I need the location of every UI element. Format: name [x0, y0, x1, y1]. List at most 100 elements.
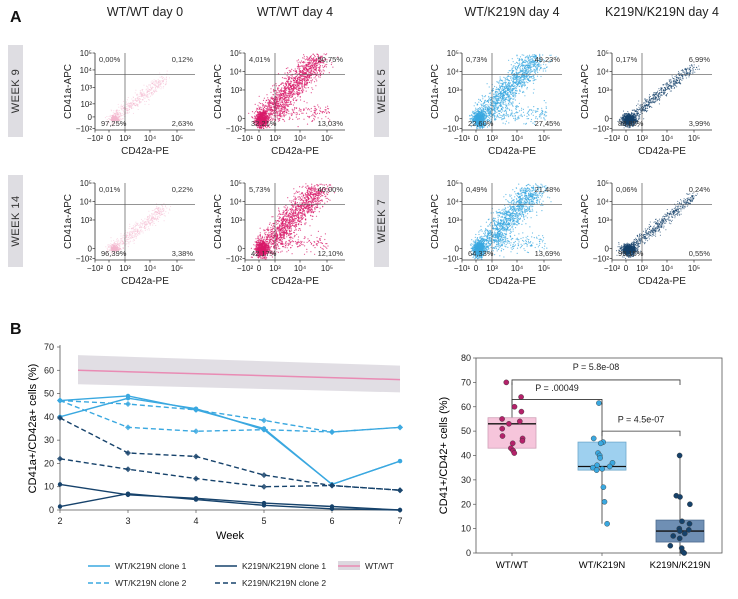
data-point: [676, 535, 683, 542]
y-tick-label: 10: [44, 482, 54, 492]
x-tick-label: −10²: [604, 264, 621, 273]
p-value-label: P = 5.8e-08: [573, 362, 620, 372]
legend-label: K219N/K219N clone 1: [242, 561, 326, 571]
y-tick-label: 80: [461, 353, 471, 363]
dot-plot-r0c2: 0,73% 49,23%22,60% 27,45%−10¹ 0 10³ 10⁴ 10⁵10⁵…: [430, 49, 562, 157]
y-axis-title: CD41a-APC: [213, 64, 224, 119]
significance-bracket: [511, 399, 603, 405]
series-marker: [57, 455, 63, 462]
series-marker: [329, 428, 335, 435]
week-label: WEEK 9: [10, 69, 22, 114]
series-marker: [57, 482, 63, 487]
y-tick-label: −10²: [226, 124, 243, 133]
y-tick-label: 10⁵: [230, 49, 242, 58]
series-line: [59, 395, 401, 486]
data-point: [681, 550, 688, 556]
series-marker: [125, 466, 131, 473]
y-tick-label: 10⁵: [80, 49, 92, 58]
quadrant-lower-right: 0,55%: [689, 249, 711, 258]
y-tick-label: 60: [44, 365, 54, 375]
quadrant-lower-right: 12,10%: [318, 249, 344, 258]
data-point: [590, 435, 597, 442]
series-marker: [193, 406, 199, 413]
y-tick-label: 0: [238, 114, 243, 123]
x-tick-label: 0: [474, 264, 479, 273]
x-tick-label: 7: [397, 516, 402, 526]
x-axis-title: CD42a-PE: [121, 276, 169, 287]
y-tick-label: 10³: [230, 216, 242, 225]
x-tick-label: K219N/K219N: [650, 560, 711, 571]
quadrant-lower-right: 3,99%: [689, 119, 711, 128]
x-tick-label: 10³: [636, 264, 648, 273]
x-axis-title: CD42a-PE: [121, 146, 169, 157]
y-tick-label: 10⁵: [597, 49, 609, 58]
series-marker: [261, 483, 267, 490]
series-marker: [193, 475, 199, 482]
quadrant-upper-left: 5,73%: [249, 185, 271, 194]
x-tick-label: 10⁴: [144, 134, 157, 143]
data-point: [601, 499, 608, 505]
x-tick-label: WT/K219N: [579, 560, 626, 571]
x-tick-label: 0: [257, 264, 262, 273]
x-tick-label: 10³: [119, 134, 131, 143]
y-tick-label: 10⁵: [447, 49, 459, 58]
series-marker: [125, 449, 131, 456]
series-line: [59, 399, 401, 433]
y-tick-label: 0: [605, 244, 610, 253]
data-point: [511, 450, 518, 456]
y-axis-title: CD41a-APC: [63, 194, 74, 249]
y-tick-label: 10³: [80, 84, 92, 93]
quadrant-lower-left: 22,60%: [468, 119, 494, 128]
data-point: [506, 421, 512, 427]
data-point: [499, 433, 506, 439]
series-marker: [397, 458, 403, 464]
x-tick-label: 10⁴: [511, 134, 524, 143]
p-value-label: P = 4.5e-07: [618, 415, 665, 425]
series-line: [59, 483, 401, 511]
x-tick-label: −10¹: [454, 264, 471, 273]
data-point: [503, 379, 510, 386]
data-point: [511, 403, 518, 410]
scatter-points: [469, 53, 557, 130]
y-tick-label: 0: [455, 244, 460, 253]
y-tick-label: 10⁴: [80, 66, 93, 75]
y-tick-label: −10²: [593, 124, 610, 133]
series-marker: [193, 428, 199, 435]
data-point: [600, 484, 607, 490]
y-tick-label: 50: [461, 426, 471, 436]
x-tick-label: 6: [329, 516, 334, 526]
scatter-points: [104, 70, 171, 127]
y-axis-title: CD41a-APC: [430, 64, 441, 119]
scatter-points: [617, 63, 700, 129]
y-axis-title: CD41a-APC: [63, 64, 74, 119]
dot-plot-r0c0: 0,00% 0,12%97,25% 2,63%−10² 0 10³ 10⁴ 10⁵10⁵10…: [63, 49, 195, 157]
x-axis-title: CD42a-PE: [638, 146, 686, 157]
data-point: [518, 408, 525, 415]
x-tick-label: 10³: [486, 134, 498, 143]
y-tick-label: 10³: [447, 86, 459, 95]
x-tick-label: 10³: [636, 134, 648, 143]
data-point: [597, 440, 604, 447]
quadrant-upper-right: 0,24%: [689, 185, 711, 194]
quadrant-upper-right: 0,12%: [172, 55, 194, 64]
x-axis-title: CD42a-PE: [638, 276, 686, 287]
y-tick-label: 10⁴: [597, 197, 610, 206]
y-tick-label: 10²: [80, 100, 92, 109]
y-tick-label: 40: [461, 451, 471, 461]
y-tick-label: 10³: [597, 86, 609, 95]
y-axis-title: CD41a+/CD42a+ cells (%): [27, 364, 39, 494]
series-line: [59, 417, 401, 491]
data-point: [687, 501, 693, 508]
box-0: [487, 379, 537, 456]
x-tick-label: 10⁴: [661, 134, 674, 143]
y-tick-label: 70: [44, 342, 54, 352]
series-line: [59, 397, 401, 486]
quadrant-lower-left: 42,17%: [251, 249, 277, 258]
quadrant-lower-left: 97,25%: [101, 119, 127, 128]
x-tick-label: 5: [261, 516, 266, 526]
week-label: WEEK 5: [376, 69, 388, 114]
x-tick-label: 10⁴: [294, 264, 307, 273]
x-tick-label: 10⁵: [688, 134, 700, 143]
x-tick-label: −10¹: [454, 134, 471, 143]
y-tick-label: 10⁴: [230, 197, 243, 206]
